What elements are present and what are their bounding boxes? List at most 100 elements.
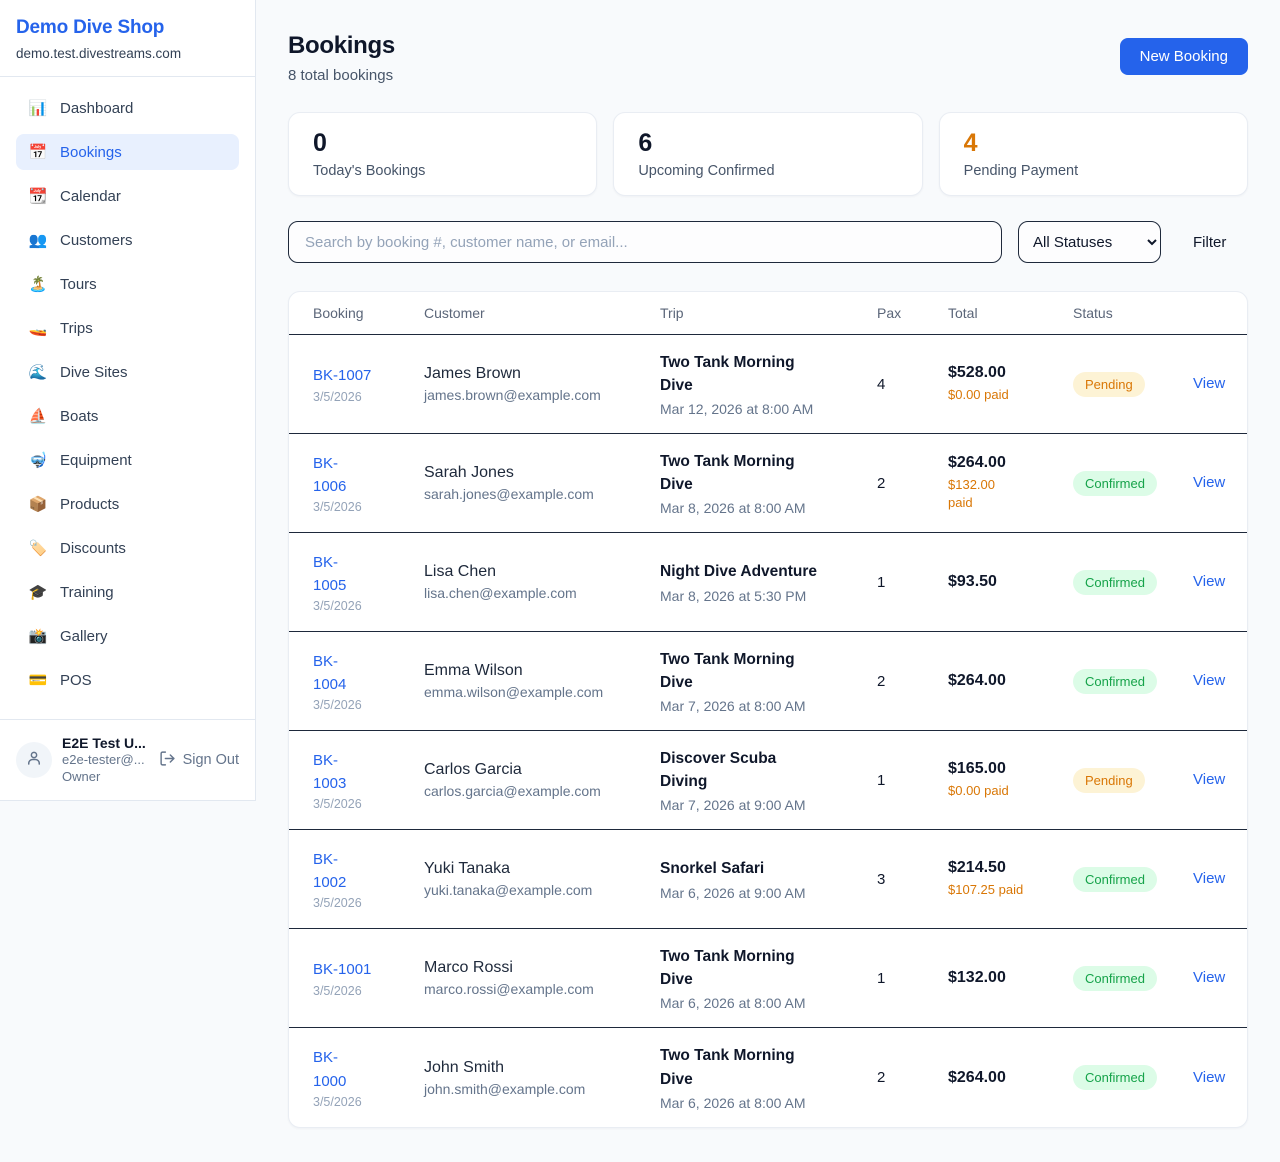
trip-cell: Two Tank Morning Dive Mar 12, 2026 at 8:… (660, 351, 877, 418)
trip-name: Snorkel Safari (660, 860, 765, 878)
sidebar-item-gallery[interactable]: 📸 Gallery (28, 627, 108, 646)
page-title-block: Bookings 8 total bookings (288, 32, 395, 84)
sidebar-item-pos[interactable]: 💳 POS (28, 671, 92, 690)
customer-name: Sarah Jones (424, 464, 514, 481)
booking-id-link[interactable]: BK- 1003 (313, 751, 347, 792)
stat-label: Pending Payment (963, 162, 1079, 179)
sign-out-button[interactable]: Sign Out (159, 750, 239, 771)
booking-id-link[interactable]: BK-1007 (313, 367, 372, 385)
trip-cell: Two Tank Morning Dive Mar 7, 2026 at 8:0… (660, 648, 877, 715)
sidebar-item-dive-sites[interactable]: 🌊 Dive Sites (28, 363, 128, 382)
trip-name: Two Tank Morning Dive (660, 650, 795, 691)
user-icon (25, 749, 43, 772)
sidebar-item-boats[interactable]: ⛵ Boats (28, 407, 99, 426)
customer-cell: Yuki Tanaka yuki.tanaka@example.com (424, 860, 660, 898)
column-header-customer: Customer (424, 305, 485, 321)
pax-count: 3 (877, 870, 886, 888)
table-row: BK- 1004 3/5/2026 Emma Wilson emma.wilso… (289, 632, 1247, 731)
sidebar-item-equipment[interactable]: 🤿 Equipment (28, 451, 132, 470)
paid-amount: $0.00 paid (948, 782, 1009, 798)
view-link[interactable]: View (1193, 870, 1226, 887)
status-cell: Confirmed (1073, 569, 1193, 595)
booking-id-link[interactable]: BK- 1004 (313, 652, 347, 693)
customer-email: john.smith@example.com (424, 1080, 586, 1097)
filter-button[interactable]: Filter (1193, 233, 1227, 251)
paid-amount: $107.25 paid (948, 881, 1024, 897)
brand-title[interactable]: Demo Dive Shop (16, 17, 165, 38)
booking-date: 3/5/2026 (313, 500, 362, 515)
trip-name: Two Tank Morning Dive (660, 947, 795, 988)
dashboard-icon: 📊 (28, 100, 48, 117)
total-cell: $264.00 (948, 672, 1073, 690)
total-amount: $165.00 (948, 759, 1006, 777)
view-link[interactable]: View (1193, 1068, 1226, 1086)
booking-cell: BK- 1002 3/5/2026 (313, 848, 424, 911)
table-body: BK-1007 3/5/2026 James Brown james.brown… (289, 335, 1247, 1127)
booking-cell: BK- 1004 3/5/2026 (313, 650, 424, 713)
sidebar-item-bookings[interactable]: 📅 Bookings (16, 134, 239, 170)
trip-datetime: Mar 6, 2026 at 9:00 AM (660, 884, 806, 901)
total-amount: $214.50 (948, 858, 1006, 876)
view-link[interactable]: View (1193, 573, 1226, 590)
view-link[interactable]: View (1193, 969, 1226, 986)
sidebar-item-discounts[interactable]: 🏷️ Discounts (28, 539, 126, 558)
status-badge: Confirmed (1073, 668, 1157, 694)
column-header-status: Status (1073, 305, 1113, 321)
sidebar-item-dashboard[interactable]: 📊 Dashboard (28, 99, 134, 118)
actions-cell: View (1193, 672, 1235, 690)
total-amount: $528.00 (948, 363, 1006, 381)
booking-date: 3/5/2026 (313, 599, 362, 614)
sidebar-item-calendar[interactable]: 📆 Calendar (28, 187, 121, 206)
sidebar-item-trips[interactable]: 🚤 Trips (28, 319, 93, 338)
customer-name: Carlos Garcia (424, 761, 522, 778)
customer-email: carlos.garcia@example.com (424, 783, 601, 799)
view-link[interactable]: View (1193, 771, 1226, 788)
customer-email: lisa.chen@example.com (424, 585, 577, 601)
booking-id-link[interactable]: BK- 1005 (313, 553, 347, 594)
trip-cell: Two Tank Morning Dive Mar 6, 2026 at 8:0… (660, 945, 877, 1012)
user-meta: E2E Test U... e2e-tester@... Owner (62, 734, 146, 786)
sidebar-item-customers[interactable]: 👥 Customers (28, 231, 133, 250)
trip-cell: Two Tank Morning Dive Mar 6, 2026 at 8:0… (660, 1044, 877, 1111)
total-amount: $264.00 (948, 453, 1006, 471)
status-badge: Confirmed (1073, 569, 1157, 595)
sidebar-item-products[interactable]: 📦 Products (28, 495, 120, 514)
search-input[interactable] (288, 221, 1002, 263)
view-link[interactable]: View (1193, 375, 1226, 392)
training-icon: 🎓 (28, 584, 48, 601)
total-cell: $132.00 (948, 969, 1073, 987)
customer-cell: Carlos Garcia carlos.garcia@example.com (424, 761, 660, 799)
trip-datetime: Mar 8, 2026 at 8:00 AM (660, 500, 806, 517)
trip-datetime: Mar 8, 2026 at 5:30 PM (660, 587, 807, 604)
total-amount: $264.00 (948, 1068, 1006, 1086)
booking-cell: BK- 1006 3/5/2026 (313, 452, 424, 515)
total-cell: $528.00 $0.00 paid (948, 364, 1073, 404)
booking-id-link[interactable]: BK- 1006 (313, 454, 347, 495)
table-row: BK- 1000 3/5/2026 John Smith john.smith@… (289, 1028, 1247, 1127)
total-cell: $93.50 (948, 573, 1073, 591)
trip-datetime: Mar 12, 2026 at 8:00 AM (660, 401, 814, 418)
actions-cell: View (1193, 771, 1235, 789)
trip-datetime: Mar 7, 2026 at 9:00 AM (660, 797, 806, 814)
column-header-booking: Booking (313, 305, 364, 321)
pax-count: 2 (877, 474, 886, 492)
status-filter-select[interactable]: All Statuses (1018, 221, 1161, 263)
sidebar-item-tours[interactable]: 🏝️ Tours (28, 275, 97, 294)
new-booking-button[interactable]: New Booking (1119, 38, 1248, 75)
booking-date: 3/5/2026 (313, 1094, 362, 1109)
trip-datetime: Mar 7, 2026 at 8:00 AM (660, 698, 806, 715)
shop-domain: demo.test.divestreams.com (16, 46, 182, 61)
customer-name: Marco Rossi (424, 959, 513, 976)
view-link[interactable]: View (1193, 474, 1226, 491)
trip-name: Two Tank Morning Dive (660, 1047, 795, 1088)
booking-id-link[interactable]: BK-1001 (313, 961, 372, 979)
booking-id-link[interactable]: BK- 1002 (313, 850, 347, 891)
trip-name: Two Tank Morning Dive (660, 452, 795, 493)
booking-id-link[interactable]: BK- 1000 (313, 1049, 347, 1090)
pos-icon: 💳 (28, 672, 48, 689)
view-link[interactable]: View (1193, 672, 1226, 689)
gallery-icon: 📸 (28, 628, 48, 645)
sidebar-item-training[interactable]: 🎓 Training (28, 583, 114, 602)
customer-name: Yuki Tanaka (424, 860, 510, 877)
sidebar-header: Demo Dive Shop demo.test.divestreams.com (0, 0, 255, 77)
